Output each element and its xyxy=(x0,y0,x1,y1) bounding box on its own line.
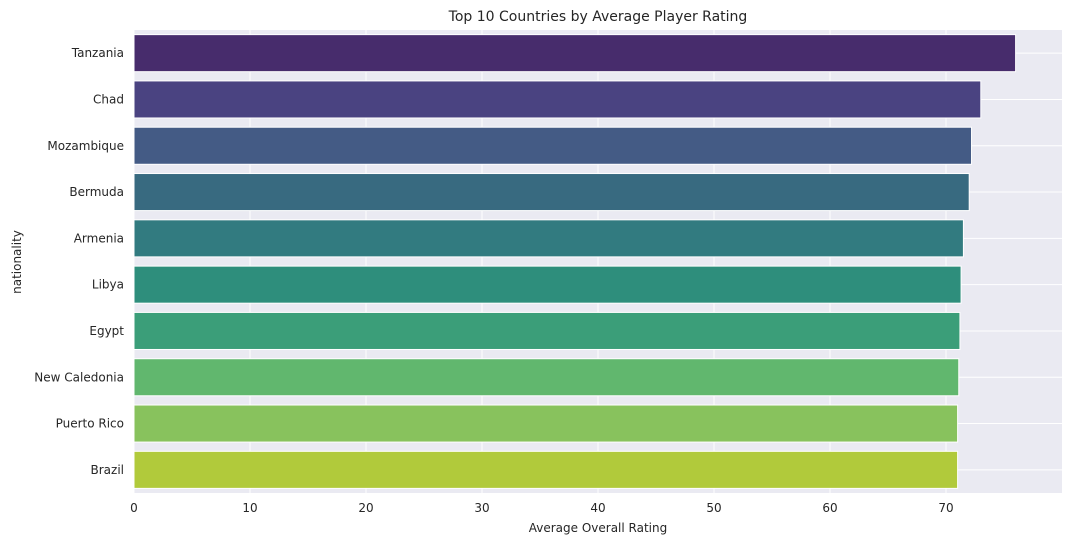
x-tick-label: 10 xyxy=(242,501,257,515)
x-tick-label: 50 xyxy=(706,501,721,515)
bar-tanzania xyxy=(133,34,1017,73)
x-tick-label: 60 xyxy=(822,501,837,515)
y-tick-label: Bermuda xyxy=(69,185,124,199)
bar-brazil xyxy=(133,450,959,489)
x-axis-label: Average Overall Rating xyxy=(529,521,667,535)
bar-mozambique xyxy=(133,126,973,165)
y-tick-labels: Tanzania Chad Mozambique Bermuda Armenia Liby… xyxy=(34,46,124,477)
bar-egypt xyxy=(133,311,961,350)
x-tick-labels: 0 10 20 30 40 50 60 70 xyxy=(130,501,953,515)
bars xyxy=(133,34,1017,489)
x-tick-label: 30 xyxy=(474,501,489,515)
bar-new-caledonia xyxy=(133,358,960,397)
y-axis-label: nationality xyxy=(10,230,24,294)
bar-puerto-rico xyxy=(133,404,959,443)
bar-libya xyxy=(133,265,962,304)
x-tick-label: 20 xyxy=(358,501,373,515)
bar-armenia xyxy=(133,219,964,258)
y-tick-label: Brazil xyxy=(91,463,125,477)
y-tick-label: Tanzania xyxy=(71,46,124,60)
y-tick-label: Armenia xyxy=(74,231,124,245)
y-tick-label: Libya xyxy=(92,278,124,292)
y-tick-label: Egypt xyxy=(89,324,124,338)
y-tick-label: Chad xyxy=(93,92,124,106)
x-tick-label: 70 xyxy=(938,501,953,515)
x-tick-label: 0 xyxy=(130,501,138,515)
y-tick-label: Puerto Rico xyxy=(56,417,124,431)
chart-title: Top 10 Countries by Average Player Ratin… xyxy=(448,9,748,25)
x-tick-label: 40 xyxy=(590,501,605,515)
y-tick-label: New Caledonia xyxy=(34,370,124,384)
bar-chad xyxy=(133,80,982,119)
y-tick-label: Mozambique xyxy=(47,139,124,153)
bar-bermuda xyxy=(133,173,970,212)
